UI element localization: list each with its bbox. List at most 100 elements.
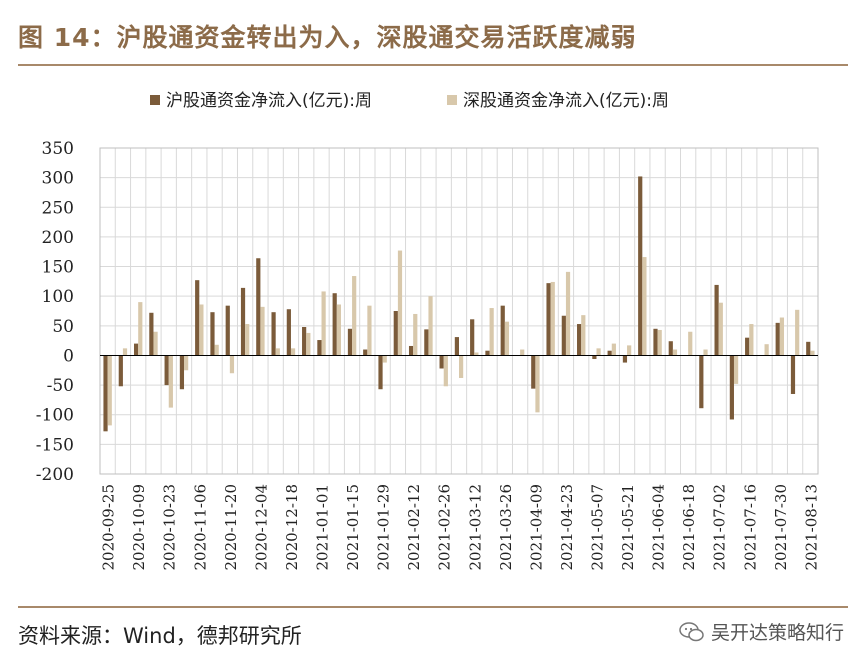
y-tick-label: 350	[42, 139, 74, 159]
bar-shenzhen	[336, 304, 341, 356]
y-tick-label: 50	[52, 317, 74, 337]
bar-shenzhen	[489, 308, 494, 356]
legend: 沪股通资金净流入(亿元):周 深股通资金净流入(亿元):周	[150, 91, 669, 111]
bar-shenzhen	[443, 355, 448, 387]
x-tick-label: 2021-01-01	[314, 484, 332, 570]
y-tick-label: -100	[36, 406, 74, 426]
bar-shanghai	[500, 305, 505, 356]
bar-shenzhen	[199, 304, 204, 356]
x-tick-label: 2020-10-23	[161, 484, 179, 570]
x-tick-label: 2021-07-30	[772, 484, 790, 570]
bar-shenzhen	[733, 355, 739, 384]
bar-shanghai	[302, 327, 307, 356]
bar-shanghai	[179, 355, 185, 390]
legend-swatch	[150, 95, 160, 105]
bar-shanghai	[118, 355, 123, 387]
y-tick-label: 150	[42, 258, 74, 278]
bar-shenzhen	[168, 355, 173, 408]
x-tick-label: 2021-01-15	[344, 484, 362, 570]
x-tick-label: 2020-11-20	[222, 484, 240, 570]
bar-shanghai	[271, 312, 276, 356]
bar-shenzhen	[718, 302, 723, 356]
y-tick-label: -200	[36, 465, 74, 485]
x-tick-label: 2021-03-12	[466, 484, 484, 570]
x-tick-label: 2021-03-26	[497, 484, 515, 570]
bar-shanghai	[347, 328, 353, 356]
bar-shenzhen	[428, 296, 433, 356]
plot-border	[99, 147, 819, 475]
x-tick-label: 2021-04-23	[558, 484, 576, 570]
title-rule	[18, 64, 848, 66]
gridlines	[99, 147, 819, 475]
bar-shenzhen	[382, 355, 387, 363]
bar-shanghai	[424, 329, 429, 356]
bar-shanghai	[668, 341, 673, 356]
x-tick-label: 2020-12-04	[252, 484, 270, 570]
bar-shanghai	[790, 355, 796, 394]
bar-shanghai	[439, 355, 444, 369]
bar-shenzhen	[596, 348, 601, 356]
bar-shanghai	[225, 305, 230, 356]
axes: 350 300 250 200 150 100 50 0 -50 -100 -150 -200 2020…	[36, 139, 821, 570]
bar-shanghai	[256, 258, 261, 356]
x-tick-label: 2021-07-16	[741, 484, 759, 570]
bar-shanghai	[393, 311, 398, 356]
bar-shanghai	[103, 355, 108, 432]
bar-shenzhen	[229, 355, 235, 374]
bar-shanghai	[408, 345, 414, 356]
bar-shanghai	[286, 309, 291, 356]
bar-shanghai	[607, 350, 612, 356]
bar-shanghai	[638, 176, 643, 356]
bar-shenzhen	[306, 332, 311, 356]
bar-shenzhen	[581, 315, 586, 356]
bar-shanghai	[454, 337, 459, 356]
legend-label: 深股通资金净流入(亿元):周	[463, 91, 669, 111]
bar-shanghai	[378, 355, 383, 390]
bar-shenzhen	[672, 349, 678, 356]
bar-shenzhen	[107, 355, 112, 426]
bar-shenzhen	[642, 257, 647, 356]
bar-shenzhen	[779, 317, 785, 356]
x-tick-label: 2021-05-21	[619, 484, 637, 570]
x-tick-label: 2020-12-18	[283, 484, 301, 570]
bar-shenzhen	[275, 348, 280, 356]
bar-shenzhen	[550, 281, 555, 356]
x-tick-label: 2021-08-13	[802, 484, 820, 570]
bar-shenzhen	[810, 350, 815, 356]
bars	[103, 176, 815, 432]
y-tick-label: 300	[42, 169, 74, 189]
wechat-icon	[679, 621, 704, 641]
bar-shanghai	[714, 284, 719, 356]
bar-shenzhen	[367, 305, 372, 356]
bar-shenzhen	[122, 348, 128, 356]
bar-shanghai	[775, 322, 780, 356]
bar-shanghai	[806, 341, 811, 356]
legend-label: 沪股通资金净流入(亿元):周	[166, 91, 372, 111]
bar-shenzhen	[535, 355, 540, 413]
bar-shanghai	[653, 328, 658, 356]
bar-shanghai	[240, 287, 246, 356]
x-tick-label: 2021-05-07	[588, 484, 606, 570]
bar-shenzhen	[245, 324, 250, 356]
bar-shanghai	[699, 355, 704, 409]
bar-shanghai	[745, 337, 750, 356]
bar-shenzhen	[565, 271, 571, 356]
y-tick-label: 250	[42, 198, 74, 218]
x-tick-label: 2021-02-26	[436, 484, 454, 570]
bar-shenzhen	[749, 324, 754, 356]
bar-shanghai	[195, 280, 200, 356]
bar-shenzhen	[703, 349, 708, 356]
y-tick-label: 0	[63, 346, 74, 366]
bar-shanghai	[164, 355, 169, 386]
bar-shanghai	[210, 312, 215, 356]
bar-shanghai	[592, 355, 597, 360]
bar-shanghai	[133, 343, 139, 356]
bar-shenzhen	[290, 348, 296, 356]
y-tick-label: 100	[42, 287, 74, 307]
bar-shenzhen	[627, 345, 632, 356]
x-tick-label: 2020-09-25	[100, 484, 118, 570]
source-note: 资料来源：Wind，德邦研究所	[18, 624, 302, 648]
legend-swatch	[447, 95, 457, 105]
bar-shenzhen	[459, 355, 464, 378]
